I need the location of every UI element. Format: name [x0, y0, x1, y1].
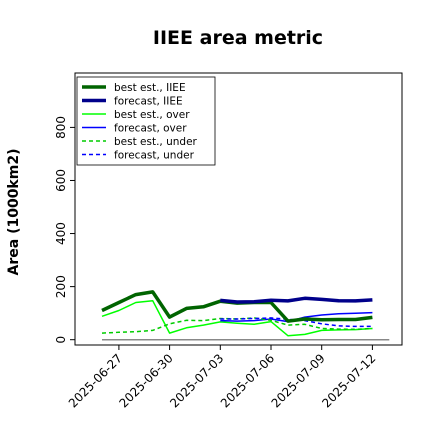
x-axis: 2025-06-272025-06-302025-07-032025-07-06… [66, 345, 379, 410]
legend-label: forecast, over [114, 123, 187, 135]
chart-title: IIEE area metric [153, 27, 323, 49]
y-axis: 0 200 400 600 800 [54, 116, 75, 344]
series-line-0 [101, 290, 373, 323]
y-tick-label: 600 [54, 169, 68, 192]
legend-label: best est., IIEE [114, 82, 186, 94]
legend-label: best est., under [114, 136, 198, 148]
legend-label: forecast, IIEE [114, 96, 183, 108]
y-tick-label: 800 [54, 116, 68, 139]
series-layer [101, 290, 390, 341]
y-tick-label: 200 [54, 275, 68, 298]
y-tick-label: 0 [54, 336, 68, 344]
legend-label: best est., over [114, 109, 190, 121]
legend-label: forecast, under [114, 150, 195, 162]
series-line-5 [220, 317, 373, 328]
series-line-4 [101, 317, 373, 334]
series-line-1 [220, 296, 373, 304]
x-tick-label: 2025-07-12 [319, 351, 378, 410]
y-tick-label: 400 [54, 222, 68, 245]
y-axis-label: Area (1000km2) [6, 149, 22, 276]
series-line-2 [101, 299, 373, 337]
legend-box [76, 76, 216, 166]
plot-frame [74, 72, 403, 346]
